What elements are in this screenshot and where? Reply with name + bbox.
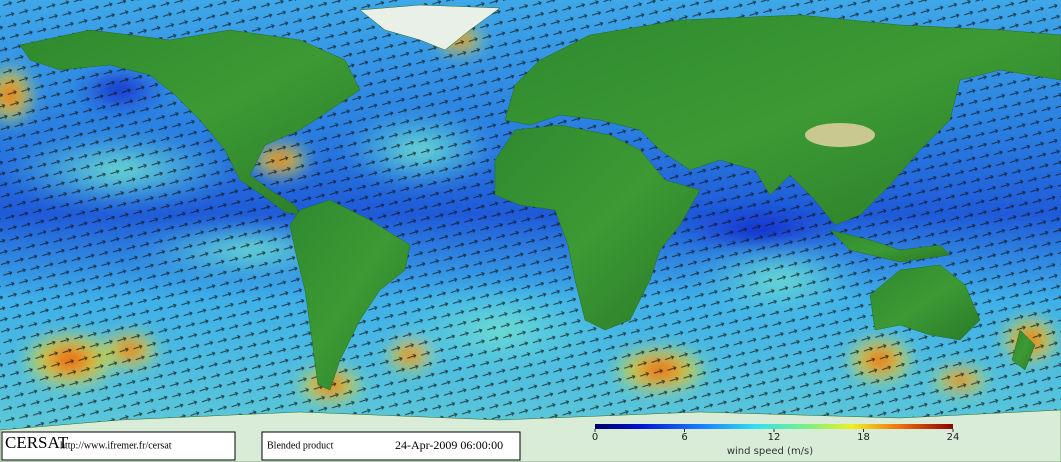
new-zealand — [1011, 329, 1036, 371]
colorbar — [595, 424, 953, 429]
colorbar-tick-label: 12 — [768, 432, 781, 443]
africa — [494, 124, 701, 331]
colorbar-tick-label: 0 — [592, 432, 598, 443]
colorbar-tick-label: 6 — [681, 432, 687, 443]
org-box — [1, 431, 236, 461]
eurasia — [504, 14, 1061, 226]
product-box — [261, 431, 521, 461]
product: Blended product — [267, 440, 334, 451]
greenland — [359, 4, 501, 51]
org: CERSAT — [5, 433, 69, 452]
datetime: 24-Apr-2009 06:00:00 — [395, 438, 503, 452]
colorbar-label: wind speed (m/s) — [727, 446, 813, 457]
australia — [869, 264, 981, 341]
url: http://www.ifremer.fr/cersat — [60, 440, 172, 451]
north-america — [19, 29, 361, 216]
indonesia — [829, 229, 951, 263]
colorbar-tick-label: 18 — [857, 432, 870, 443]
plateau — [805, 123, 875, 147]
colorbar-tick-label: 24 — [947, 432, 960, 443]
south-america — [289, 199, 411, 391]
